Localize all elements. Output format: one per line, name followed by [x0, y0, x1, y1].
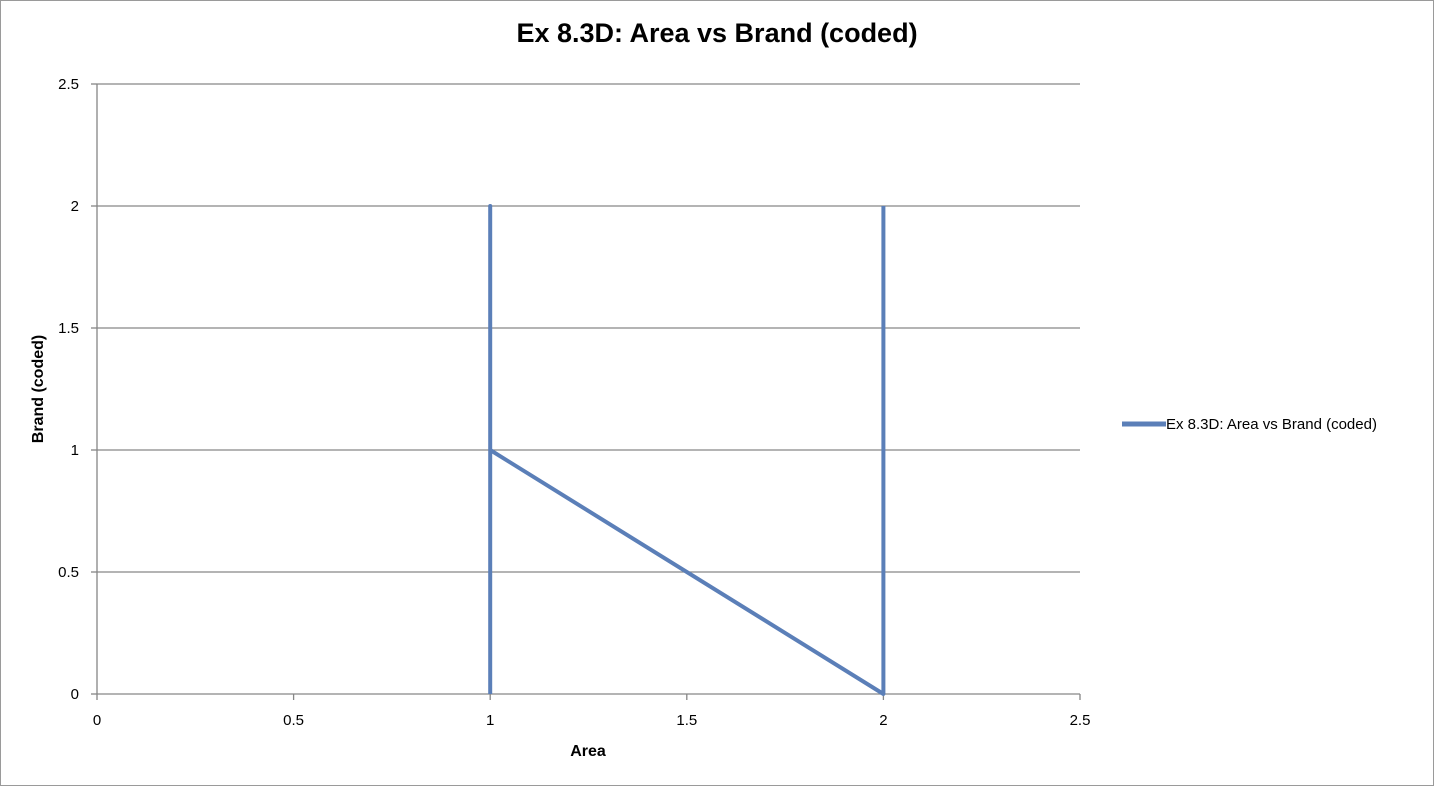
y-tick-label: 2.5	[58, 76, 79, 93]
y-tick-label: 0.5	[58, 564, 79, 581]
chart-title: Ex 8.3D: Area vs Brand (coded)	[516, 18, 918, 48]
legend-label: Ex 8.3D: Area vs Brand (coded)	[1166, 416, 1377, 433]
x-tick-label: 1	[486, 712, 494, 729]
y-tick-label: 2	[71, 198, 79, 215]
y-tick-label: 0	[71, 686, 79, 703]
x-tick-label: 0.5	[283, 712, 304, 729]
x-tick-label: 2	[879, 712, 887, 729]
y-axis-label: Brand (coded)	[30, 335, 47, 443]
tick-labels: 0 0.5 1 1.5 2 2.5 0 0.5 1 1.5 2 2.5	[58, 76, 1090, 729]
x-tick-label: 2.5	[1070, 712, 1091, 729]
series-line	[488, 204, 886, 696]
legend: Ex 8.3D: Area vs Brand (coded)	[1122, 416, 1377, 433]
x-axis-label: Area	[570, 743, 606, 760]
axes	[91, 83, 1081, 700]
gridlines	[97, 83, 1080, 573]
y-tick-label: 1.5	[58, 320, 79, 337]
x-tick-label: 0	[93, 712, 101, 729]
y-tick-label: 1	[71, 442, 79, 459]
series-group	[488, 204, 886, 696]
x-tick-label: 1.5	[676, 712, 697, 729]
